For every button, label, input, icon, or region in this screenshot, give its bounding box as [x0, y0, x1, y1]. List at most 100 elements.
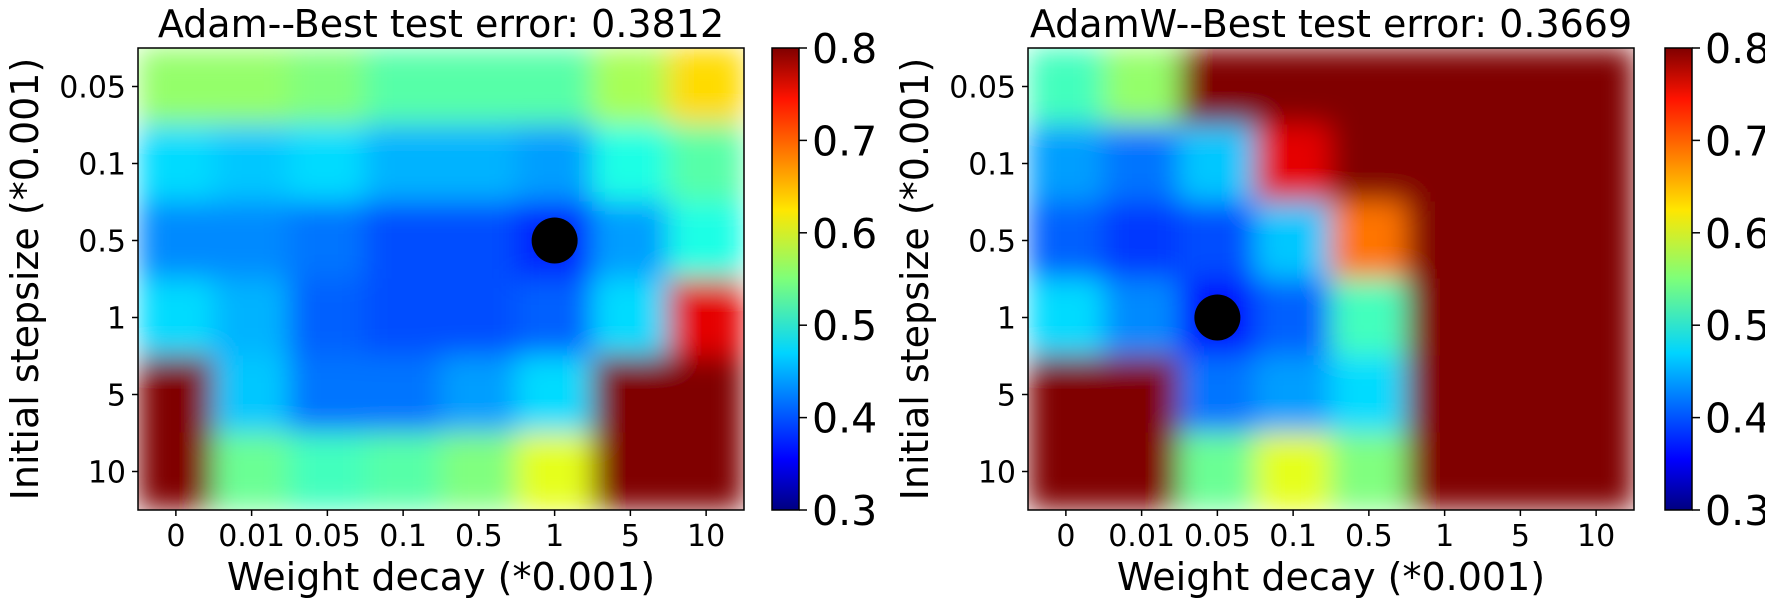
adamw-plot-frame: [1027, 47, 1635, 511]
adamw-colorbar-tick-label: 0.8: [1705, 25, 1765, 73]
adamw-colorbar-tick-label: 0.5: [1705, 302, 1765, 350]
adam-x-tick-label: 1: [545, 519, 564, 554]
adam-heatmap-cell: [364, 201, 442, 280]
adam-heatmap-cell: [667, 355, 744, 434]
adam-best-marker: [531, 217, 578, 264]
adam-heatmap-cell: [289, 432, 366, 510]
adamw-colorbar-tick-label: 0.4: [1705, 395, 1765, 443]
adamw-y-tick-label: 0.1: [968, 148, 1016, 183]
adamw-heatmap-cell: [1482, 355, 1559, 434]
adam-y-tick-label: 0.1: [78, 148, 126, 183]
adamw-x-tick-label: 0.05: [1184, 519, 1251, 554]
adamw-heatmap-cell: [1330, 278, 1408, 357]
adamw-x-tick-label: 0.1: [1269, 519, 1317, 554]
adam-heatmap-cell: [667, 278, 744, 357]
adam-heatmap-cell: [667, 124, 744, 203]
adam-y-tick-label: 10: [88, 456, 126, 491]
adam-heatmap-cell: [667, 48, 744, 126]
adam-x-tick-label: 0: [166, 519, 185, 554]
adam-x-tick-label: 0.01: [218, 519, 285, 554]
adam-y-tick-label: 0.05: [59, 71, 126, 106]
adam-heatmap-cell: [440, 48, 518, 126]
adamw-heatmap-cell: [1482, 48, 1559, 126]
adam-heatmap-cell: [138, 124, 215, 203]
adam-heatmap-cell: [138, 201, 215, 280]
adamw-title: AdamW--Best test error: 0.3669: [1030, 2, 1632, 46]
adam-y-ticks: 0.05 0.1 0.5 1 5 10: [59, 71, 138, 491]
adamw-heatmap-cells: [1028, 48, 1634, 510]
adamw-heatmap-cell: [1103, 201, 1180, 280]
adam-heatmap-cell: [213, 355, 290, 434]
adam-heatmap-cell: [592, 124, 669, 203]
adam-heatmap-cell: [592, 278, 669, 357]
adamw-y-tick-label: 0.5: [968, 225, 1016, 260]
adam-y-tick-label: 1: [107, 302, 126, 337]
adamw-colorbar-ticks: 0.3 0.4 0.5 0.6 0.7 0.8: [1692, 25, 1765, 535]
adamw-heatmap-cell: [1028, 201, 1105, 280]
adam-x-tick-label: 10: [687, 519, 725, 554]
adam-colorbar-tick-label: 0.5: [812, 302, 877, 350]
adam-heatmap-cell: [516, 432, 593, 510]
adam-heatmap-cell: [138, 432, 215, 510]
adamw-x-tick-label: 0.5: [1345, 519, 1393, 554]
adamw-heatmap-cell: [1254, 355, 1332, 434]
adamw-x-ticks: 0 0.01 0.05 0.1 0.5 1 5 10: [1056, 510, 1615, 554]
adam-heatmap-cell: [592, 201, 669, 280]
adamw-heatmap-cell: [1482, 201, 1559, 280]
adam-heatmap-cell: [138, 355, 215, 434]
adam-title: Adam--Best test error: 0.3812: [158, 2, 724, 46]
adamw-heatmap-cell: [1406, 432, 1483, 510]
adam-heatmap-cell: [516, 278, 593, 357]
adam-heatmap-cell: [592, 48, 669, 126]
adam-colorbar: 0.3 0.4 0.5 0.6 0.7 0.8: [771, 25, 877, 535]
adamw-heatmap-cell: [1406, 124, 1483, 203]
adam-x-tick-label: 0.05: [294, 519, 361, 554]
adamw-x-tick-label: 5: [1511, 519, 1530, 554]
adam-colorbar-tick-label: 0.4: [812, 395, 877, 443]
adam-heatmap-cell: [592, 432, 669, 510]
adam-heatmap-cell: [440, 432, 518, 510]
adam-heatmap-cell: [667, 201, 744, 280]
adamw-x-tick-label: 0: [1056, 519, 1075, 554]
adamw-heatmap-cell: [1482, 124, 1559, 203]
adam-heatmap-cells: [138, 48, 744, 510]
adamw-panel: AdamW--Best test error: 0.3669 0 0.01 0.05…: [893, 2, 1765, 599]
adam-heatmap-cell: [364, 278, 442, 357]
adamw-heatmap-cell: [1254, 432, 1332, 510]
adam-heatmap-cell: [138, 48, 215, 126]
adamw-heatmap-cell: [1179, 124, 1256, 203]
adamw-y-tick-label: 5: [997, 379, 1016, 414]
adamw-heatmap-cell: [1557, 48, 1634, 126]
adamw-heatmap-cell: [1028, 124, 1105, 203]
adam-heatmap-cell: [213, 201, 290, 280]
adamw-best-marker: [1194, 294, 1241, 341]
adamw-heatmap-cell: [1557, 124, 1634, 203]
adamw-colorbar-tick-label: 0.3: [1705, 487, 1765, 535]
adamw-heatmap-cell: [1179, 48, 1256, 126]
adam-heatmap-cell: [592, 355, 669, 434]
adam-heatmap-cell: [289, 124, 366, 203]
adamw-heatmap-cell: [1330, 432, 1408, 510]
adam-heatmap-cell: [667, 432, 744, 510]
adam-heatmap-cell: [440, 355, 518, 434]
adamw-heatmap-cell: [1028, 278, 1105, 357]
adamw-heatmap-cell: [1254, 48, 1332, 126]
adamw-heatmap-cell: [1406, 278, 1483, 357]
adam-y-tick-label: 5: [107, 379, 126, 414]
adamw-y-tick-label: 10: [978, 456, 1016, 491]
adamw-x-tick-label: 1: [1435, 519, 1454, 554]
adamw-heatmap-cell: [1254, 124, 1332, 203]
adamw-colorbar-gradient: [1664, 47, 1693, 511]
adam-heatmap: [138, 48, 744, 510]
adam-y-tick-label: 0.5: [78, 225, 126, 260]
adamw-heatmap-cell: [1179, 432, 1256, 510]
adam-heatmap-cell: [289, 278, 366, 357]
adam-heatmap-cell: [364, 48, 442, 126]
adam-heatmap-cell: [289, 355, 366, 434]
adamw-heatmap-cell: [1406, 48, 1483, 126]
adam-heatmap-cell: [364, 124, 442, 203]
adam-colorbar-tick-label: 0.7: [812, 117, 877, 165]
adam-heatmap-cell: [289, 48, 366, 126]
adamw-heatmap-cell: [1330, 201, 1408, 280]
adamw-heatmap-cell: [1406, 201, 1483, 280]
